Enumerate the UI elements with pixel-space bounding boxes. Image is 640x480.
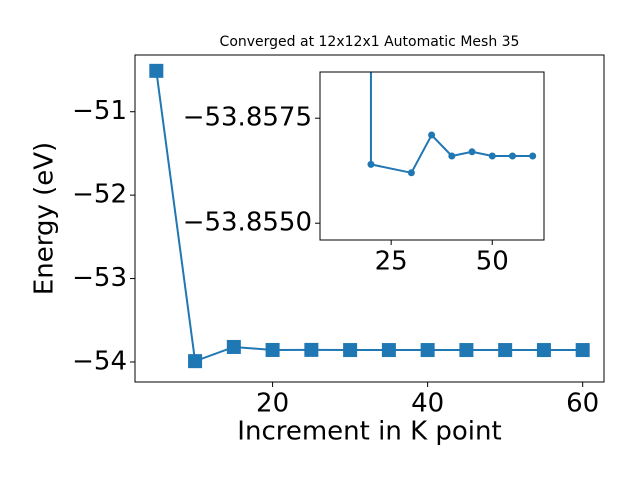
data-point [420, 343, 435, 358]
data-point [381, 343, 396, 358]
x-tick-label: 25 [375, 247, 408, 277]
x-tick-label: 60 [566, 389, 599, 419]
data-point [265, 342, 280, 357]
y-tick-label: −52 [72, 180, 127, 210]
data-point [459, 343, 474, 358]
data-point [188, 354, 203, 369]
plot-area [367, 72, 537, 177]
y-tick-label: −54 [72, 346, 127, 376]
x-axis-label: Increment in K point [237, 417, 501, 447]
data-point [304, 342, 319, 357]
data-point [529, 152, 537, 160]
x-tick-label: 50 [476, 247, 509, 277]
data-point [488, 152, 496, 160]
y-tick-label: −51 [72, 96, 127, 126]
y-tick-label: −53.8575 [183, 103, 312, 133]
x-tick-label: 40 [411, 389, 444, 419]
y-axis-label: Energy (eV) [30, 142, 60, 295]
data-point [428, 131, 436, 139]
data-point [498, 343, 513, 358]
axes-frame [319, 71, 545, 241]
data-point [149, 63, 164, 78]
x-tick-label: 20 [256, 389, 289, 419]
data-point [575, 343, 590, 358]
y-tick-label: −53 [72, 263, 127, 293]
data-point [468, 148, 476, 156]
data-point [448, 152, 456, 160]
data-point [536, 343, 551, 358]
y-tick-label: −53.8550 [183, 208, 312, 238]
data-point [407, 169, 415, 177]
data-point [367, 160, 375, 168]
data-point [226, 339, 241, 354]
chart-title: Converged at 12x12x1 Automatic Mesh 35 [220, 34, 520, 50]
data-point [343, 343, 358, 358]
axes-frame [134, 54, 605, 383]
data-point [508, 152, 516, 160]
plot-area [149, 63, 590, 369]
